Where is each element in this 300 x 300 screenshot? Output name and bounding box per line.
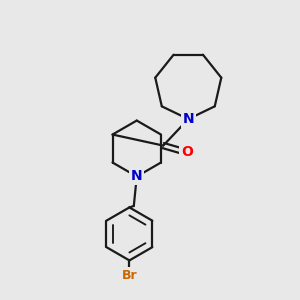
Text: O: O bbox=[181, 146, 193, 159]
Text: N: N bbox=[182, 112, 194, 126]
Text: Br: Br bbox=[122, 268, 137, 282]
Text: N: N bbox=[131, 169, 142, 184]
